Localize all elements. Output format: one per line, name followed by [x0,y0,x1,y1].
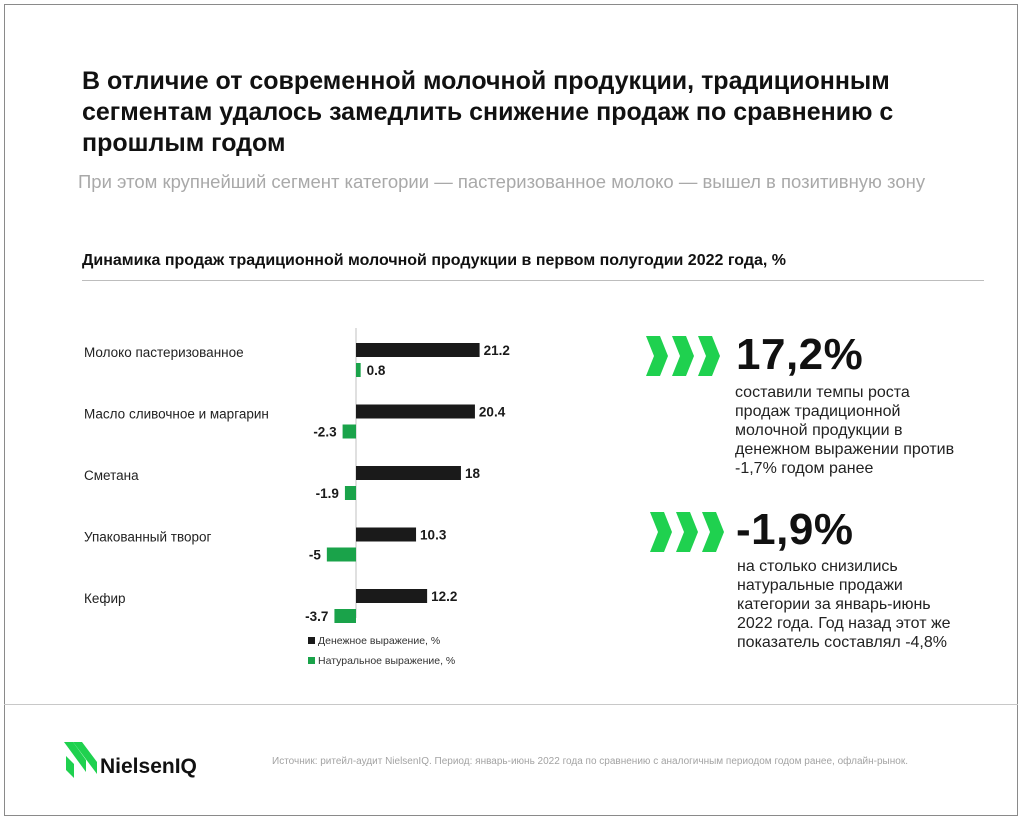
legend-label: Денежное выражение, % [318,635,440,647]
data-label-volume: -3.7 [305,609,328,624]
triple-arrow-icon [646,336,720,376]
bar-volume [326,547,356,562]
data-label-money: 21.2 [484,343,510,358]
data-label-volume: -1.9 [316,486,339,501]
legend-swatch [308,637,315,644]
bar-money [356,404,475,419]
nielseniq-logo-text: NielsenIQ [100,755,197,778]
page-title: В отличие от современной молочной продук… [82,67,894,157]
bar-money [356,343,480,357]
bar-volume [342,424,356,439]
bar-volume [334,609,356,623]
bar-volume [344,486,356,500]
stat-text-decline: на столько снизились натуральные продажи… [737,558,951,651]
category-label: Кефир [84,591,126,606]
bar-money [356,589,428,603]
data-label-money: 18 [465,466,481,481]
page-subtitle: При этом крупнейший сегмент категории — … [78,171,926,192]
data-label-money: 10.3 [420,528,447,543]
source-note: Источник: ритейл-аудит NielsenIQ. Период… [272,756,908,767]
category-label: Молоко пастеризованное [84,345,244,360]
category-label: Упакованный творог [84,530,212,545]
data-label-money: 20.4 [479,405,506,420]
bar-money [356,466,461,480]
legend-swatch [308,657,315,664]
infographic-frame [4,4,1018,816]
stat-text-growth: составили темпы роста продаж традиционно… [735,384,955,477]
triple-arrow-icon [650,512,724,552]
data-label-money: 12.2 [431,589,457,604]
nielseniq-logo-icon [64,742,97,778]
footer-divider [4,704,1018,705]
chart-title: Динамика продаж традиционной молочной пр… [82,252,787,269]
stat-value-growth: 17,2% [736,330,864,379]
data-label-volume: -2.3 [313,425,337,440]
stat-value-decline: -1,9% [736,505,854,554]
title-divider [82,280,984,281]
category-label: Сметана [84,468,139,483]
category-label: Масло сливочное и маргарин [84,407,269,422]
legend-label: Натуральное выражение, % [318,655,455,667]
data-label-volume: -5 [309,548,321,563]
data-label-volume: 0.8 [367,363,386,378]
bar-money [356,527,417,542]
bar-volume [356,363,361,377]
